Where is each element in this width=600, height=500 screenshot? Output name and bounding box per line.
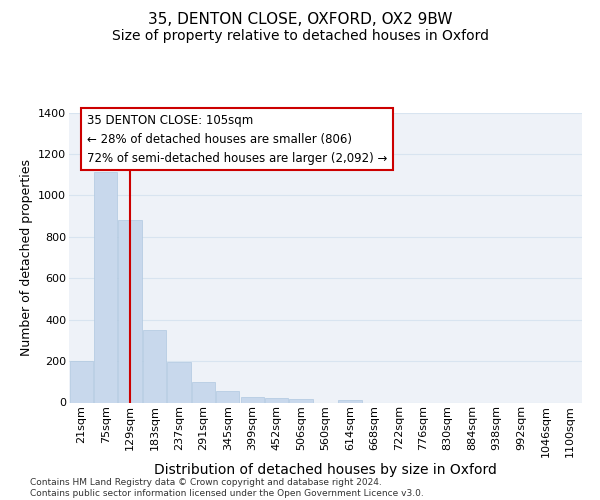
Bar xyxy=(143,330,166,402)
Text: Size of property relative to detached houses in Oxford: Size of property relative to detached ho… xyxy=(112,29,488,43)
Bar xyxy=(70,361,93,403)
Bar xyxy=(241,398,264,402)
Bar xyxy=(338,400,362,402)
Bar xyxy=(192,382,215,402)
Y-axis label: Number of detached properties: Number of detached properties xyxy=(20,159,32,356)
Bar xyxy=(94,172,117,402)
Bar xyxy=(118,220,142,402)
Text: 35, DENTON CLOSE, OXFORD, OX2 9BW: 35, DENTON CLOSE, OXFORD, OX2 9BW xyxy=(148,12,452,28)
Bar xyxy=(265,398,288,402)
Bar xyxy=(289,400,313,402)
Text: 35 DENTON CLOSE: 105sqm
← 28% of detached houses are smaller (806)
72% of semi-d: 35 DENTON CLOSE: 105sqm ← 28% of detache… xyxy=(86,114,387,164)
Bar xyxy=(167,362,191,403)
Text: Contains HM Land Registry data © Crown copyright and database right 2024.
Contai: Contains HM Land Registry data © Crown c… xyxy=(30,478,424,498)
X-axis label: Distribution of detached houses by size in Oxford: Distribution of detached houses by size … xyxy=(154,462,497,476)
Bar xyxy=(216,391,239,402)
